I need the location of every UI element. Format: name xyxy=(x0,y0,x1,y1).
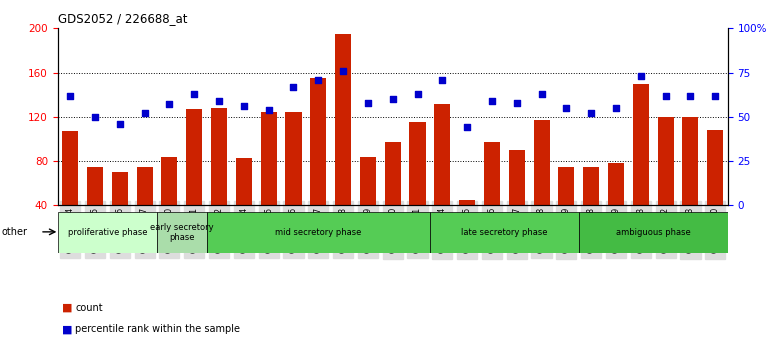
Point xyxy=(163,102,176,107)
Point xyxy=(585,110,598,116)
Text: late secretory phase: late secretory phase xyxy=(461,228,547,237)
Bar xyxy=(62,131,79,250)
Text: other: other xyxy=(2,227,28,237)
Bar xyxy=(286,113,302,250)
Bar xyxy=(484,142,500,250)
Bar xyxy=(310,78,326,250)
Point xyxy=(312,77,324,82)
Point xyxy=(114,121,126,127)
Point xyxy=(64,93,76,98)
Text: percentile rank within the sample: percentile rank within the sample xyxy=(75,324,240,334)
Bar xyxy=(335,34,351,250)
Point xyxy=(634,73,647,79)
Point xyxy=(685,93,697,98)
Text: count: count xyxy=(75,303,103,313)
Point xyxy=(511,100,523,105)
Bar xyxy=(112,172,128,250)
Bar xyxy=(558,167,574,250)
Text: early secretory
phase: early secretory phase xyxy=(150,223,213,242)
Bar xyxy=(608,163,624,250)
Bar xyxy=(87,167,103,250)
Bar xyxy=(157,212,206,253)
Point xyxy=(461,125,474,130)
Bar xyxy=(206,212,430,253)
Point xyxy=(337,68,350,74)
Point xyxy=(213,98,225,104)
Bar xyxy=(583,167,599,250)
Bar xyxy=(633,84,649,250)
Bar xyxy=(186,109,203,250)
Point xyxy=(238,103,250,109)
Point xyxy=(436,77,448,82)
Bar xyxy=(385,142,400,250)
Text: ambiguous phase: ambiguous phase xyxy=(616,228,691,237)
Point xyxy=(486,98,498,104)
Bar xyxy=(136,167,152,250)
Point xyxy=(188,91,200,97)
Text: GDS2052 / 226688_at: GDS2052 / 226688_at xyxy=(58,12,187,25)
Point xyxy=(287,84,300,90)
Point xyxy=(610,105,622,111)
Bar xyxy=(579,212,728,253)
Point xyxy=(659,93,671,98)
Bar xyxy=(410,122,426,250)
Point xyxy=(139,110,151,116)
Bar xyxy=(658,117,674,250)
Bar xyxy=(360,156,376,250)
Bar xyxy=(682,117,698,250)
Bar xyxy=(430,212,579,253)
Bar xyxy=(58,212,157,253)
Point xyxy=(709,93,721,98)
Point xyxy=(411,91,424,97)
Bar xyxy=(236,158,252,250)
Bar xyxy=(707,130,723,250)
Text: ■: ■ xyxy=(62,303,72,313)
Point xyxy=(263,107,275,113)
Text: ■: ■ xyxy=(62,324,72,334)
Bar xyxy=(260,113,276,250)
Bar xyxy=(534,120,550,250)
Point xyxy=(561,105,573,111)
Point xyxy=(387,96,399,102)
Bar xyxy=(459,200,475,250)
Point xyxy=(362,100,374,105)
Bar xyxy=(509,150,525,250)
Text: mid secretory phase: mid secretory phase xyxy=(275,228,361,237)
Point xyxy=(535,91,547,97)
Bar xyxy=(211,108,227,250)
Bar xyxy=(434,104,450,250)
Bar xyxy=(162,156,177,250)
Text: proliferative phase: proliferative phase xyxy=(68,228,147,237)
Point xyxy=(89,114,101,120)
